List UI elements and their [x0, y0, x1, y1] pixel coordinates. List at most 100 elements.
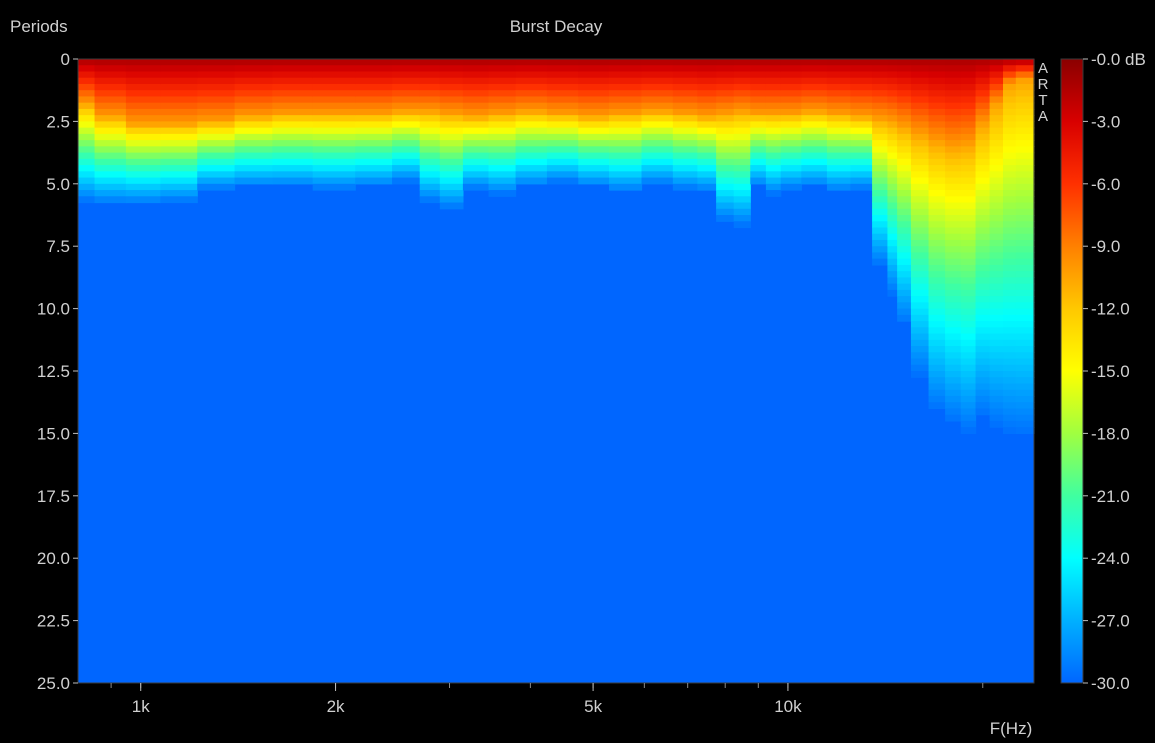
- heatmap-cell: [488, 158, 517, 166]
- heatmap-cell: [462, 108, 490, 116]
- heatmap-cell: [897, 271, 912, 278]
- heatmap-cell: [462, 96, 490, 104]
- heatmap-cell: [1003, 246, 1017, 254]
- heatmap-cell: [1003, 352, 1017, 360]
- heatmap-cell: [578, 177, 610, 185]
- heatmap-cell: [887, 115, 898, 122]
- colorbar-label: -27.0: [1091, 612, 1130, 631]
- heatmap-cell: [419, 115, 441, 122]
- heatmap-cell: [609, 96, 643, 104]
- heatmap-cell: [910, 77, 930, 85]
- heatmap-cell: [897, 183, 912, 191]
- heatmap-cell: [928, 383, 946, 391]
- heatmap-cell: [609, 158, 643, 166]
- heatmap-cell: [872, 133, 889, 141]
- heatmap-cell: [960, 289, 977, 297]
- heatmap-cell: [1015, 115, 1035, 122]
- heatmap-cell: [419, 65, 441, 73]
- heatmap-cell: [488, 77, 517, 85]
- heatmap-cell: [887, 158, 898, 166]
- heatmap-cell: [609, 108, 643, 116]
- heatmap-cell: [850, 165, 873, 172]
- heatmap-cell: [975, 277, 991, 285]
- heatmap-cell: [312, 183, 356, 191]
- heatmap-cell: [750, 140, 767, 147]
- heatmap-cell: [1015, 414, 1035, 422]
- heatmap-cell: [78, 102, 96, 110]
- heatmap-cell: [125, 102, 161, 110]
- heatmap-cell: [928, 190, 946, 197]
- heatmap-cell: [672, 177, 698, 185]
- heatmap-cell: [750, 102, 767, 110]
- heatmap-cell: [928, 208, 946, 216]
- heatmap-cell: [234, 59, 273, 66]
- heatmap-cell: [234, 96, 273, 104]
- heatmap-cell: [960, 271, 977, 278]
- heatmap-cell: [125, 196, 161, 204]
- heatmap-cell: [1003, 152, 1017, 160]
- heatmap-cell: [928, 233, 946, 241]
- heatmap-cell: [910, 158, 930, 166]
- heatmap-cell: [1015, 152, 1035, 160]
- heatmap-cell: [419, 127, 441, 135]
- heatmap-cell: [910, 65, 930, 73]
- heatmap-cell: [78, 171, 96, 179]
- heatmap-cell: [989, 90, 1004, 98]
- heatmap-cell: [578, 96, 610, 104]
- heatmap-cell: [765, 140, 782, 147]
- heatmap-cell: [160, 146, 198, 154]
- heatmap-cell: [672, 96, 698, 104]
- heatmap-cell: [272, 133, 314, 141]
- x-tick-label: 10k: [774, 697, 802, 716]
- heatmap-cell: [578, 158, 610, 166]
- heatmap-cell: [910, 333, 930, 341]
- heatmap-cell: [1003, 221, 1017, 229]
- heatmap-cell: [989, 239, 1004, 247]
- heatmap-cell: [960, 389, 977, 397]
- heatmap-cell: [850, 115, 873, 122]
- heatmap-cell: [234, 158, 273, 166]
- heatmap-cell: [234, 177, 273, 185]
- heatmap-cell: [312, 177, 356, 185]
- heatmap-cell: [488, 96, 517, 104]
- heatmap-cell: [897, 246, 912, 254]
- heatmap-cell: [578, 71, 610, 79]
- heatmap-cell: [94, 71, 127, 79]
- heatmap-cell: [897, 102, 912, 110]
- heatmap-cell: [488, 121, 517, 129]
- heatmap-cell: [439, 102, 464, 110]
- heatmap-cell: [928, 246, 946, 254]
- heatmap-cell: [945, 221, 962, 229]
- heatmap-cell: [272, 140, 314, 147]
- heatmap-cell: [945, 77, 962, 85]
- heatmap-cell: [1015, 252, 1035, 260]
- heatmap-cell: [419, 102, 441, 110]
- heatmap-cell: [515, 65, 548, 73]
- heatmap-cell: [887, 252, 898, 260]
- heatmap-cell: [733, 108, 751, 116]
- heatmap-cell: [1015, 296, 1035, 303]
- heatmap-cell: [975, 408, 991, 416]
- heatmap-cell: [733, 90, 751, 98]
- heatmap-cell: [1015, 352, 1035, 360]
- heatmap-cell: [945, 414, 962, 422]
- heatmap-cell: [750, 177, 767, 185]
- heatmap-cell: [989, 383, 1004, 391]
- heatmap-cell: [578, 77, 610, 85]
- heatmap-cell: [989, 321, 1004, 328]
- heatmap-cell: [765, 115, 782, 122]
- heatmap-cell: [897, 165, 912, 172]
- heatmap-cell: [515, 115, 548, 122]
- heatmap-cell: [578, 165, 610, 172]
- heatmap-cell: [392, 140, 421, 147]
- x-tick-label: 5k: [584, 697, 602, 716]
- heatmap-cell: [94, 83, 127, 91]
- heatmap-cell: [94, 108, 127, 116]
- heatmap-cell: [1003, 233, 1017, 241]
- heatmap-cell: [989, 83, 1004, 91]
- y-tick-label: 25.0: [37, 674, 70, 693]
- heatmap-cell: [801, 83, 828, 91]
- heatmap-cell: [419, 71, 441, 79]
- heatmap-cell: [826, 133, 852, 141]
- heatmap-cell: [1003, 133, 1017, 141]
